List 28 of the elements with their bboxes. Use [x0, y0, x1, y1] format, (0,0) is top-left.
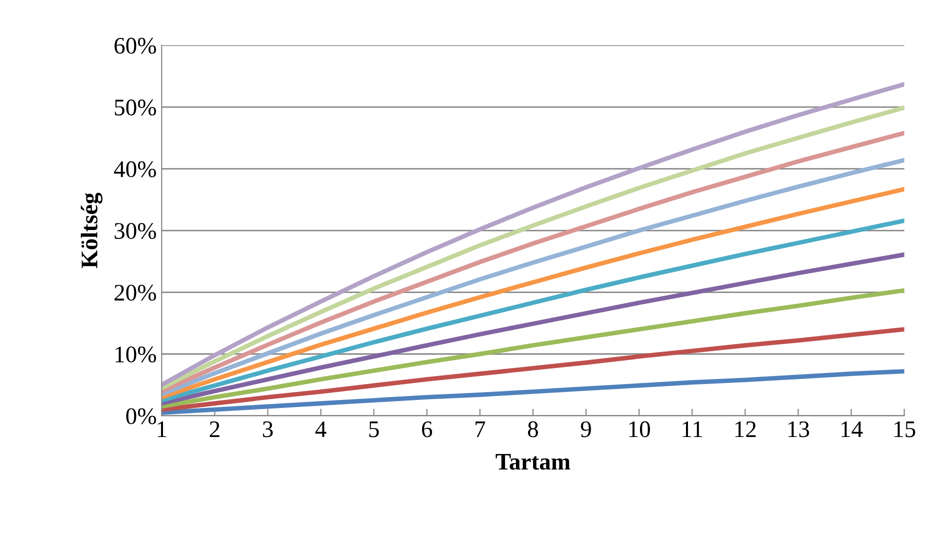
- y-axis-title: Költség: [80, 192, 102, 268]
- line-series: [162, 327, 904, 412]
- line-series: [162, 252, 904, 406]
- y-tick-label: 0%: [126, 408, 156, 424]
- x-tick-label: 8: [528, 421, 538, 438]
- line-series: [162, 288, 904, 409]
- x-tick-label: 14: [842, 421, 863, 437]
- x-tick-label: 5: [369, 422, 379, 438]
- x-tick-label: 7: [476, 422, 486, 437]
- x-tick-label: 15: [894, 421, 916, 438]
- x-tick-label: 11: [682, 421, 702, 437]
- y-tick-label: 30%: [114, 223, 156, 240]
- x-axis-title: Tartam: [496, 454, 570, 470]
- line-series: [162, 218, 904, 403]
- y-tick-label: 50%: [114, 100, 156, 116]
- x-tick-label: 9: [580, 421, 591, 438]
- x-tick-label: 6: [422, 421, 432, 438]
- x-tick-label: 4: [315, 421, 326, 437]
- x-tick-label: 12: [735, 421, 756, 437]
- x-tick-label: 2: [210, 421, 220, 437]
- x-tick-label: 13: [788, 421, 810, 438]
- x-tick-label: 3: [262, 421, 273, 438]
- y-tick-label: 40%: [114, 161, 156, 178]
- y-tick-label: 60%: [114, 38, 156, 54]
- x-tick-label: 10: [629, 421, 650, 438]
- y-tick-label: 20%: [114, 284, 156, 301]
- x-tick-label: 1: [158, 421, 166, 437]
- y-tick-label: 10%: [116, 346, 156, 363]
